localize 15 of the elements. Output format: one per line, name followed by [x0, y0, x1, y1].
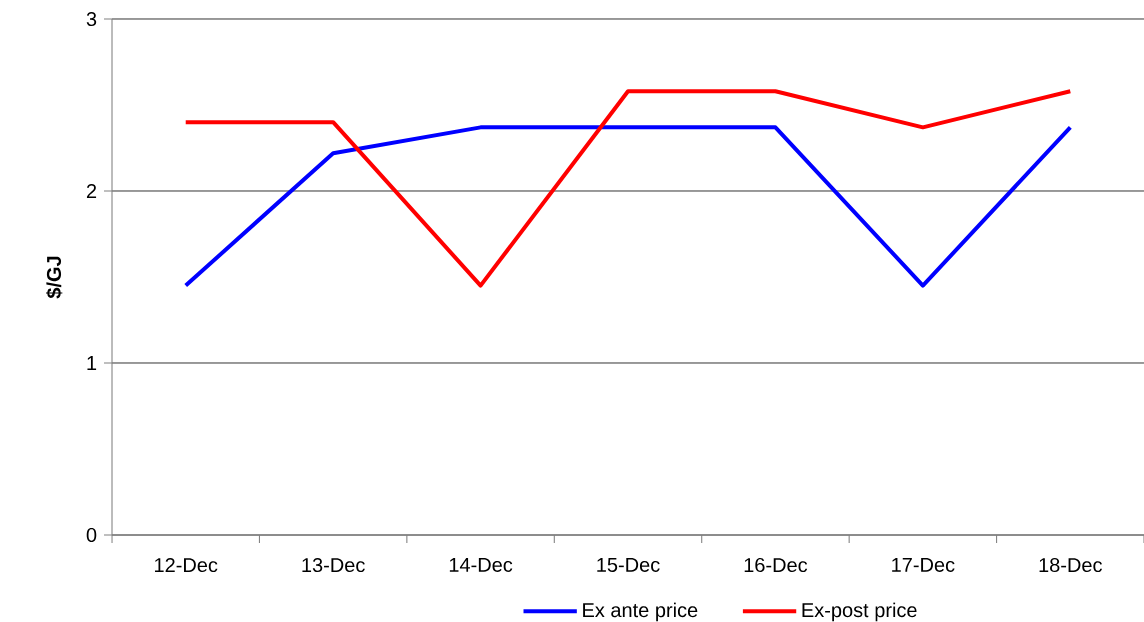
- line-series: [183, 89, 1073, 288]
- legend-label: Ex ante price: [583, 602, 698, 622]
- x-tick-label: 13-Dec: [302, 557, 365, 573]
- x-tick-label: 12-Dec: [155, 557, 218, 573]
- y-tick-label: 2: [86, 184, 97, 198]
- legend-label: Ex-post price: [802, 602, 917, 622]
- x-tick-label: 16-Dec: [744, 557, 808, 573]
- x-tick-label: 15-Dec: [597, 557, 660, 572]
- x-tick-label: 17-Dec: [892, 557, 955, 572]
- y-tick-label: 3: [86, 11, 97, 27]
- y-axis-title: $/GJ: [46, 256, 63, 299]
- x-tick-label: 14-Dec: [449, 557, 513, 572]
- x-tick-label: 18-Dec: [1039, 557, 1102, 573]
- y-tick-label: 1: [87, 356, 97, 370]
- y-tick-label: 0: [86, 527, 97, 543]
